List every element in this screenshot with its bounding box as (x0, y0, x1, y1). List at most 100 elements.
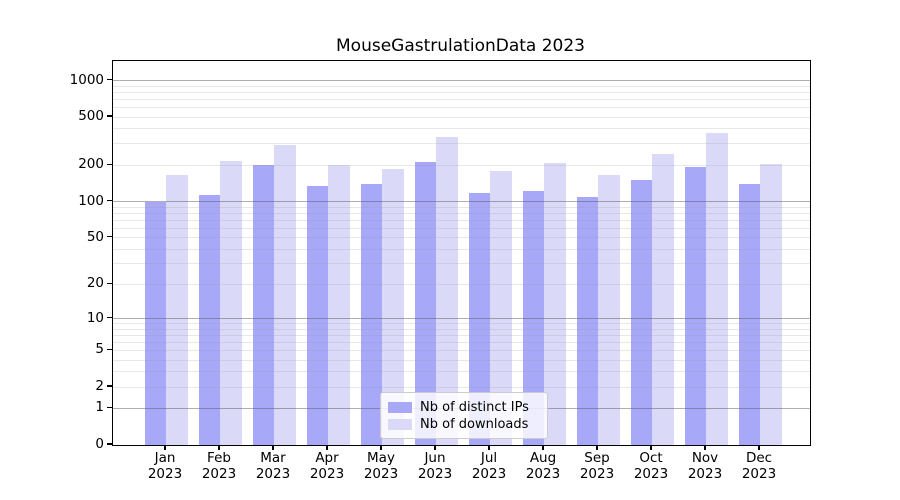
x-axis-tick (542, 445, 544, 450)
gridlines-layer (113, 61, 810, 445)
year-label: 2023 (525, 465, 561, 482)
month-label: Mar (260, 450, 286, 466)
y-tick-label: 1000 (69, 71, 104, 88)
gridline-minor (113, 98, 810, 100)
year-label: 2023 (417, 465, 453, 482)
x-tick-label-aug: Aug 2023 (516, 450, 570, 482)
x-tick-label-nov: Nov 2023 (678, 450, 732, 482)
month-label: Jan (154, 450, 176, 466)
bar-distinct-ips-sep (576, 197, 598, 445)
legend-label-downloads: Nb of downloads (420, 416, 529, 432)
gridline-minor (113, 206, 810, 208)
gridline-minor (113, 219, 810, 221)
month-label: Nov (691, 450, 719, 466)
legend-label-distinct-ips: Nb of distinct IPs (420, 399, 529, 415)
y-tick-label: 20 (86, 275, 104, 292)
x-tick-label-feb: Feb 2023 (192, 450, 246, 482)
month-label: Aug (529, 450, 557, 466)
bar-distinct-ips-feb (198, 195, 220, 445)
y-axis-tick (107, 282, 112, 284)
chart-title: MouseGastrulationData 2023 (336, 36, 585, 56)
x-axis-tick (758, 445, 760, 450)
gridline-minor (113, 349, 810, 351)
y-tick-label: 200 (78, 156, 104, 173)
x-axis-tick (650, 445, 652, 450)
y-tick-label: 500 (78, 108, 104, 125)
gridline-minor (113, 85, 810, 87)
y-axis-tick (107, 236, 112, 238)
x-tick-label-mar: Mar 2023 (246, 450, 300, 482)
bar-downloads-oct (652, 153, 674, 445)
y-axis-tick (107, 115, 112, 117)
x-tick-label-oct: Oct 2023 (624, 450, 678, 482)
y-tick-label: 0 (95, 436, 104, 452)
month-label: May (367, 450, 395, 466)
x-axis-tick (488, 445, 490, 450)
y-axis-tick (107, 406, 112, 409)
year-label: 2023 (687, 465, 723, 482)
x-tick-label-jul: Jul 2023 (462, 450, 516, 482)
bar-downloads-aug (544, 163, 566, 445)
month-label: Feb (207, 450, 231, 466)
x-axis-tick (380, 445, 382, 450)
bar-distinct-ips-nov (684, 166, 706, 445)
year-label: 2023 (471, 465, 507, 482)
gridline-minor (113, 128, 810, 130)
plot-area: Nb of distinct IPs Nb of downloads (112, 60, 811, 446)
gridline-minor (113, 359, 810, 361)
month-label: Dec (745, 450, 773, 466)
legend-swatch-distinct-ips (388, 401, 412, 413)
y-tick-label: 50 (86, 228, 104, 245)
y-tick-label: 5 (95, 341, 104, 358)
gridline-minor (113, 227, 810, 229)
y-axis-tick (107, 199, 112, 202)
month-label: Jul (480, 450, 498, 466)
year-label: 2023 (741, 465, 777, 482)
x-axis-tick (596, 445, 598, 450)
month-label: Sep (584, 450, 610, 466)
x-axis-tick (272, 445, 274, 450)
x-tick-label-jun: Jun 2023 (408, 450, 462, 482)
bar-downloads-feb (220, 161, 242, 445)
gridline-minor (113, 91, 810, 93)
year-label: 2023 (147, 465, 183, 482)
gridline-minor (113, 164, 810, 166)
gridline-minor (113, 334, 810, 336)
legend-entry-distinct-ips: Nb of distinct IPs (388, 399, 539, 415)
y-axis-tick (107, 385, 112, 387)
bar-distinct-ips-jul (468, 192, 490, 445)
bar-distinct-ips-jan (144, 201, 166, 445)
bar-distinct-ips-jun (414, 161, 436, 445)
bar-downloads-mar (274, 144, 296, 445)
year-label: 2023 (363, 465, 399, 482)
bar-distinct-ips-mar (252, 164, 274, 445)
y-axis-tick (107, 78, 112, 81)
month-label: Apr (315, 450, 339, 466)
gridline-minor (113, 263, 810, 265)
x-axis-tick (218, 445, 220, 450)
bar-downloads-jun (436, 137, 458, 445)
gridline-minor (113, 371, 810, 373)
bar-downloads-may (382, 168, 404, 445)
y-tick-label: 2 (95, 378, 104, 395)
x-tick-label-dec: Dec 2023 (732, 450, 786, 482)
x-axis-tick (326, 445, 328, 450)
x-tick-label-apr: Apr 2023 (300, 450, 354, 482)
gridline-minor (113, 212, 810, 214)
bar-downloads-jan (166, 175, 188, 445)
gridline-minor (113, 248, 810, 250)
x-axis-tick (164, 445, 166, 450)
gridline-major (113, 80, 810, 82)
month-label: Jun (424, 450, 446, 466)
year-label: 2023 (309, 465, 345, 482)
gridline-minor (113, 386, 810, 388)
y-tick-label: 10 (86, 309, 104, 326)
bar-distinct-ips-oct (630, 179, 652, 445)
gridline-minor (113, 237, 810, 239)
x-tick-label-may: May 2023 (354, 450, 408, 482)
bar-downloads-sep (598, 175, 620, 445)
y-axis-tick (107, 163, 112, 165)
y-axis-tick (107, 443, 112, 445)
